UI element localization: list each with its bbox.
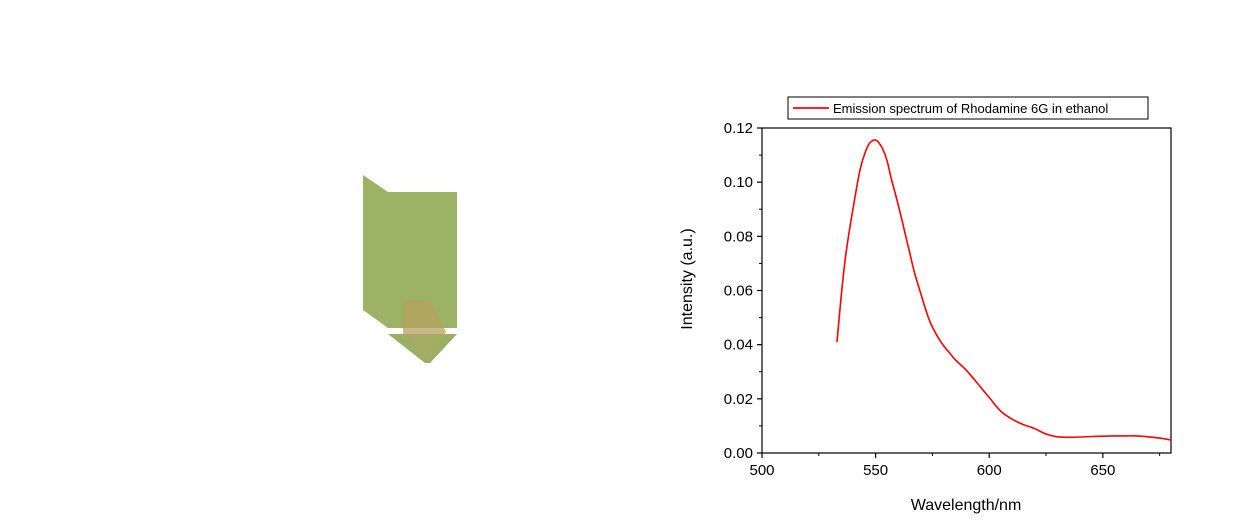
y-tick-label: 0.10 — [724, 174, 753, 191]
arrow-graphic — [363, 175, 457, 363]
y-tick-label: 0.06 — [724, 283, 753, 300]
y-axis-label: Intensity (a.u.) — [679, 228, 696, 329]
y-tick-label: 0.08 — [724, 228, 753, 245]
green-block-shape — [363, 175, 457, 328]
x-tick-label: 500 — [749, 462, 774, 479]
legend-label: Emission spectrum of Rhodamine 6G in eth… — [833, 101, 1108, 116]
legend: Emission spectrum of Rhodamine 6G in eth… — [787, 96, 1149, 120]
y-tick-label: 0.00 — [724, 445, 753, 462]
x-tick-label: 550 — [863, 462, 888, 479]
series-line — [836, 139, 1172, 441]
legend-box — [787, 96, 1149, 120]
plot-frame — [761, 127, 1172, 454]
y-axis: 0.00 0.02 0.04 0.06 0.08 0.10 0.12 — [724, 120, 762, 462]
x-axis-label: Wavelength/nm — [911, 497, 1022, 514]
x-tick-label: 650 — [1090, 462, 1115, 479]
y-tick-label: 0.12 — [724, 120, 753, 137]
y-tick-label: 0.04 — [724, 337, 753, 354]
x-axis: 500 550 600 650 — [749, 453, 1161, 479]
arrow-tip-shape — [388, 334, 457, 362]
x-tick-label: 600 — [977, 462, 1002, 479]
y-tick-label: 0.02 — [724, 391, 753, 408]
